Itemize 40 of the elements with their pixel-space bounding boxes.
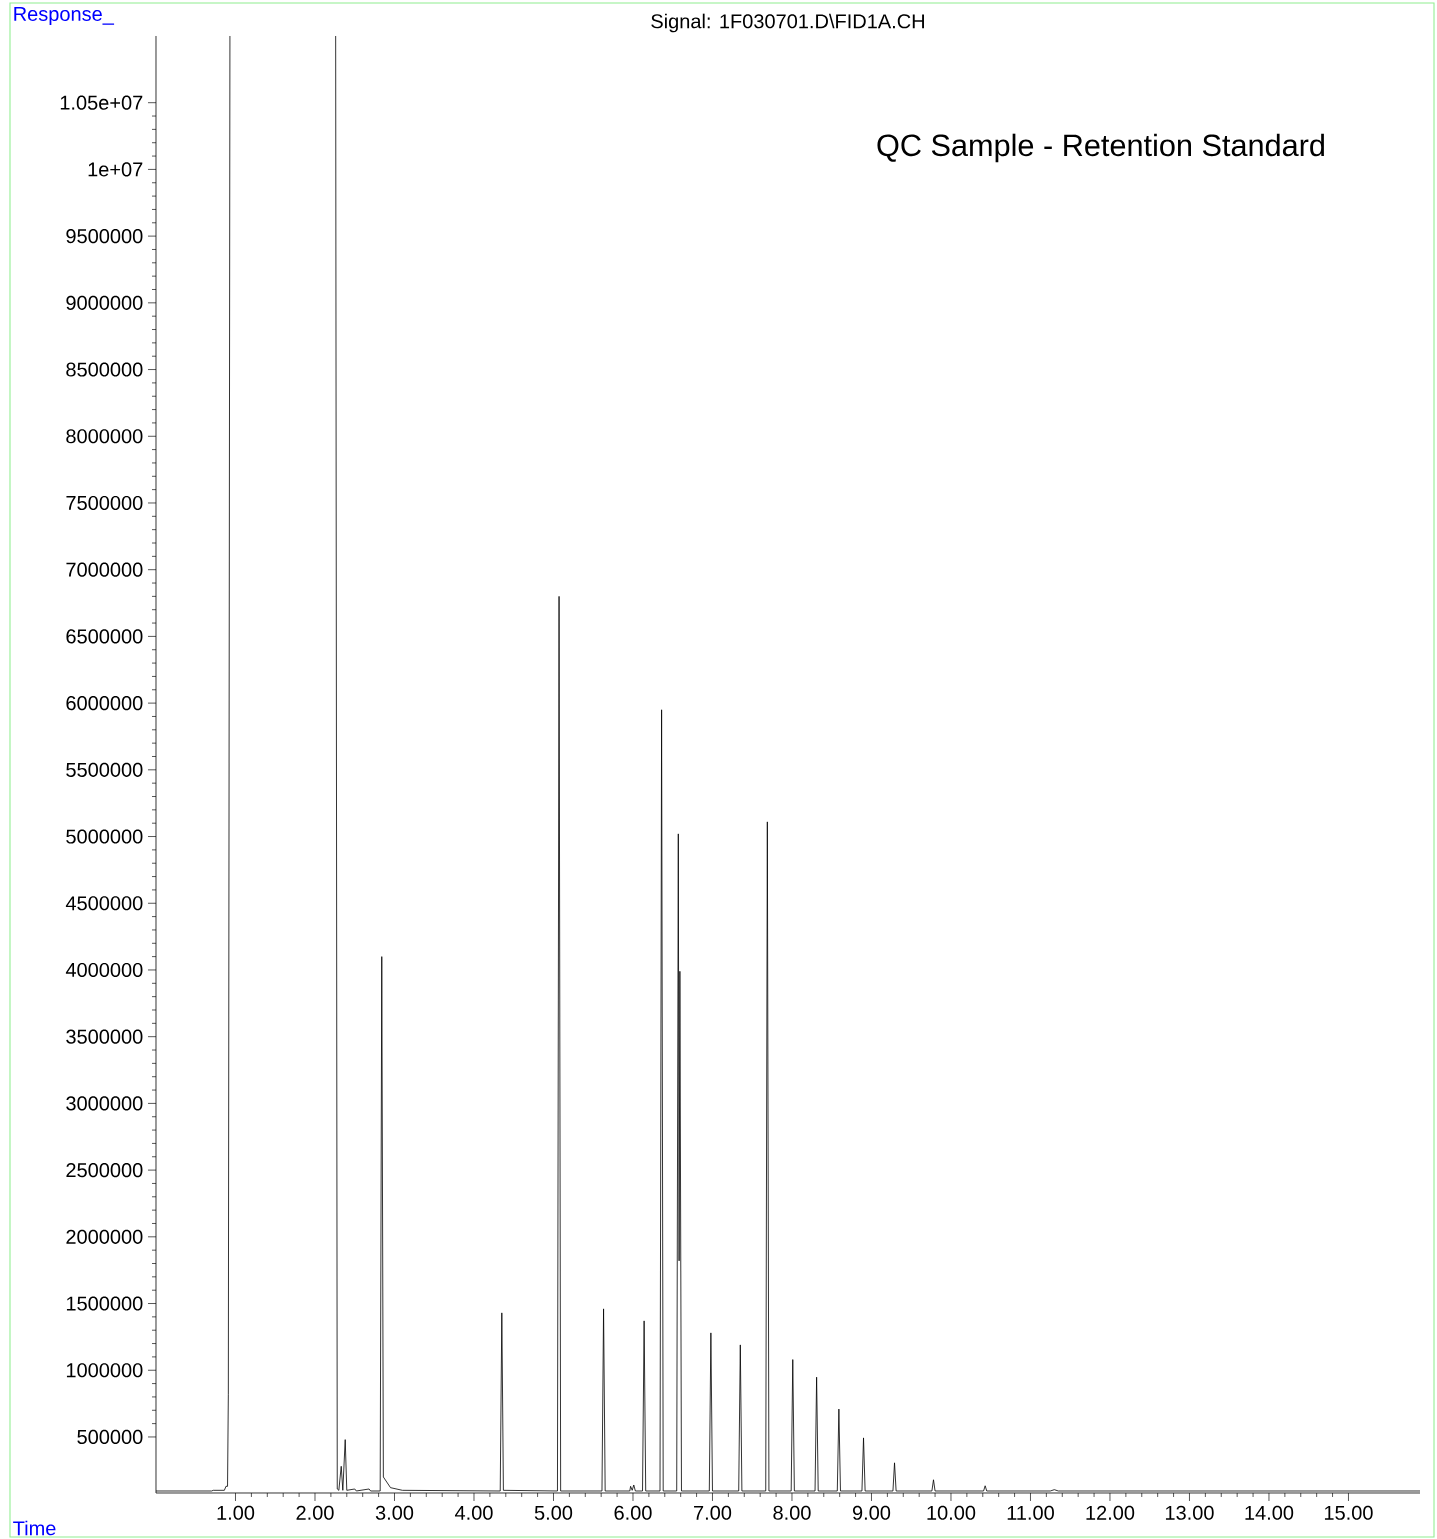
x-tick-label: 3.00 [375, 1505, 414, 1520]
chart-title: Signal: 1F030701.D\FID1A.CH [651, 13, 924, 33]
x-tick-label: 1.00 [217, 1505, 255, 1520]
x-tick-label: 4.00 [454, 1505, 493, 1520]
x-tick-label: 2.00 [296, 1505, 334, 1520]
y-tick-label: 3000000 [66, 1096, 143, 1111]
y-tick-label: 1e+07 [88, 162, 143, 177]
y-tick-label: 1000000 [66, 1363, 143, 1378]
x-tick-label: 15.00 [1324, 1505, 1373, 1520]
y-tick-label: 9500000 [66, 229, 143, 244]
x-tick-label: 10.00 [927, 1505, 976, 1520]
y-tick-label: 7500000 [66, 495, 143, 511]
y-tick-label: 500000 [77, 1429, 143, 1445]
y-tick-label: 8000000 [66, 429, 143, 444]
x-axis-title: Time [13, 1520, 56, 1536]
x-tick-label: 14.00 [1245, 1505, 1294, 1520]
x-tick-label: 6.00 [614, 1505, 652, 1520]
y-tick-label: 7000000 [66, 562, 143, 577]
y-tick-label: 3500000 [66, 1029, 143, 1044]
y-tick-label: 4000000 [65, 962, 143, 978]
y-tick-label: 1500000 [66, 1296, 143, 1311]
y-tick-label: 8500000 [66, 362, 143, 377]
x-tick-label: 8.00 [773, 1505, 811, 1520]
y-tick-label: 1.05e+07 [60, 95, 143, 110]
y-tick-label: 2000000 [66, 1229, 143, 1244]
x-tick-label: 7.00 [694, 1505, 732, 1520]
y-tick-label: 6000000 [66, 696, 143, 711]
y-tick-label: 6500000 [66, 629, 143, 644]
y-tick-label: 5500000 [66, 762, 143, 777]
text: QC Sample - Retention Standard [877, 133, 1324, 163]
y-axis-title: Response_ [14, 7, 115, 25]
y-tick-label: 2500000 [66, 1163, 143, 1178]
y-tick-label: 4500000 [65, 896, 143, 911]
y-tick-label: 5000000 [66, 829, 143, 844]
x-tick-label: 5.00 [534, 1505, 573, 1520]
y-tick-label: 9000000 [66, 295, 143, 310]
x-tick-label: 13.00 [1165, 1505, 1214, 1520]
x-tick-label: 11.00 [1007, 1505, 1054, 1520]
x-tick-label: 9.00 [852, 1505, 891, 1520]
x-tick-label: 12.00 [1086, 1505, 1135, 1520]
